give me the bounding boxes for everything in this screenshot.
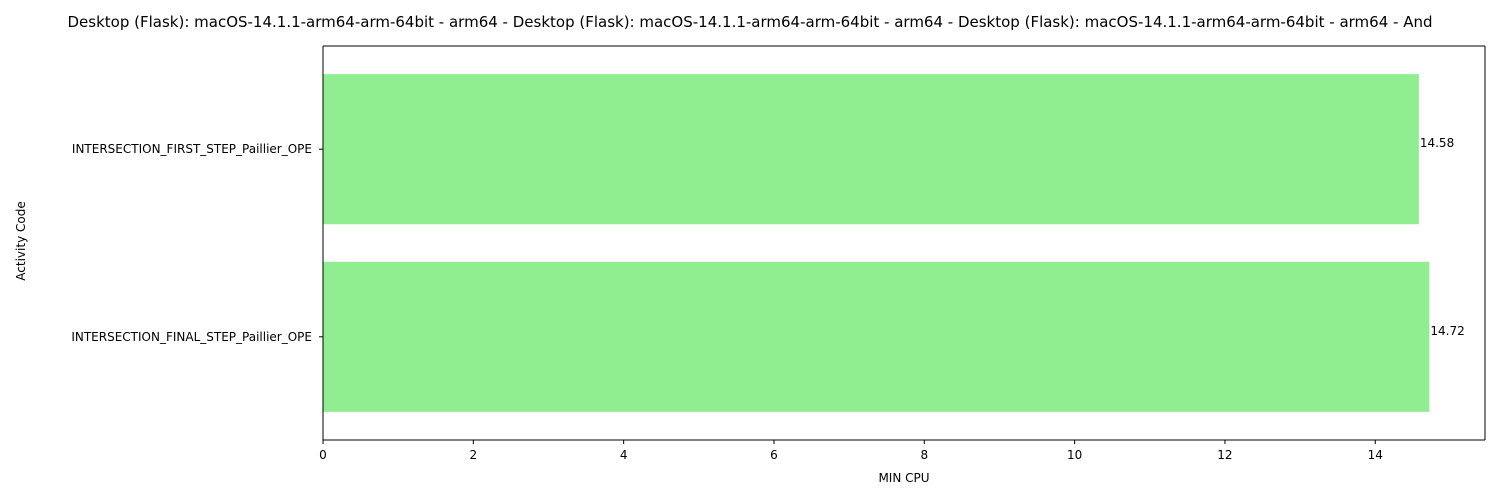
y-tick-label-1: INTERSECTION_FINAL_STEP_Paillier_OPE	[71, 330, 312, 344]
x-tick-label-3: 6	[770, 448, 778, 462]
data-label-0: 14.58	[1420, 136, 1454, 150]
y-ticks-layer: INTERSECTION_FIRST_STEP_Paillier_OPE INTE…	[71, 142, 323, 344]
x-tick-label-0: 0	[319, 448, 327, 462]
x-tick-label-1: 2	[470, 448, 478, 462]
x-ticks-layer: 0 2 4 6 8 10 12 14	[319, 440, 1383, 462]
axes-layer	[322, 45, 1486, 441]
chart-title: Desktop (Flask): macOS-14.1.1-arm64-arm-…	[68, 13, 1433, 31]
x-tick-label-2: 4	[620, 448, 628, 462]
bar-0	[323, 74, 1419, 225]
data-labels-layer: 14.58 14.72	[1420, 136, 1465, 338]
bar-1	[323, 261, 1430, 412]
data-label-1: 14.72	[1430, 324, 1464, 338]
bars-layer	[323, 74, 1430, 412]
x-axis-label: MIN CPU	[878, 471, 929, 485]
x-tick-label-7: 14	[1368, 448, 1383, 462]
x-tick-label-4: 8	[920, 448, 928, 462]
x-tick-label-6: 12	[1217, 448, 1232, 462]
y-axis-label: Activity Code	[14, 201, 28, 280]
x-tick-label-5: 10	[1067, 448, 1082, 462]
y-tick-label-0: INTERSECTION_FIRST_STEP_Paillier_OPE	[72, 142, 312, 156]
